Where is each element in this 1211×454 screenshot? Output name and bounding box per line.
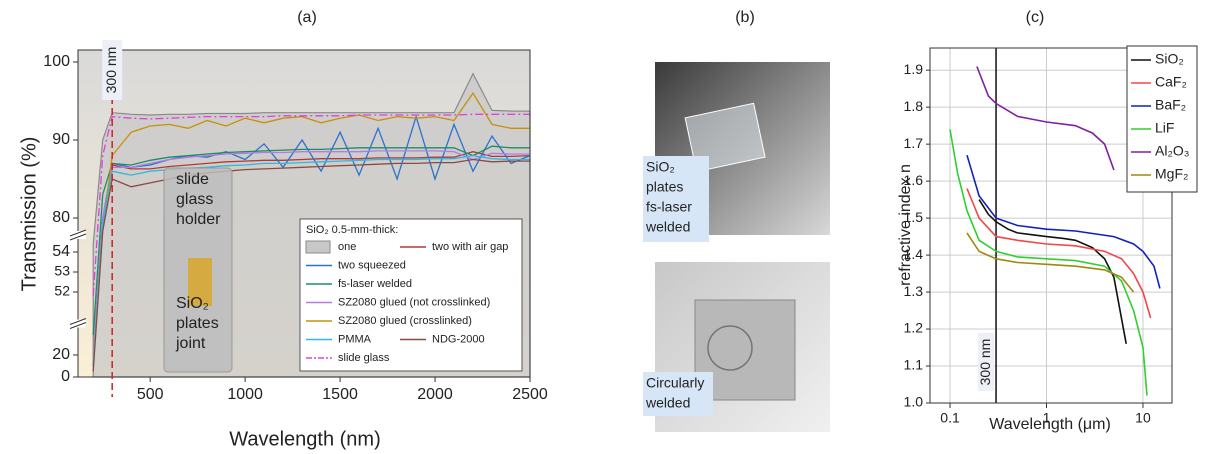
y-tick-label: 1.8 <box>904 98 924 114</box>
panel-title: (c) <box>1026 9 1045 26</box>
legend-label: NDG-2000 <box>432 333 485 345</box>
x-tick-label: 2500 <box>512 386 548 403</box>
line <box>976 66 1115 171</box>
panel-title: (b) <box>735 9 755 26</box>
annotation-text: 300 nm <box>977 339 993 386</box>
legend-label: two with air gap <box>432 241 508 253</box>
y-tick-label: 1.4 <box>904 246 924 262</box>
line <box>978 199 1127 344</box>
inset-label: joint <box>175 335 206 352</box>
line <box>966 188 1152 319</box>
plot-frame <box>77 49 531 378</box>
y-tick-label: 80 <box>52 209 70 226</box>
x-tick-label: 500 <box>137 386 164 403</box>
line <box>92 92 530 361</box>
inset-label: glass <box>176 191 213 208</box>
x-tick-label: 1 <box>1043 410 1051 426</box>
panel-b: (b) SiO₂ plates fs-laser welded Circularly we… <box>643 9 830 432</box>
y-tick-label: 1.9 <box>904 61 924 77</box>
inset-label: holder <box>176 211 221 228</box>
panel-a: (a) Wavelength (nm) Transmission (%) 0 20… <box>18 9 548 450</box>
legend-label: slide glass <box>338 352 390 364</box>
inset-label: plates <box>176 315 219 332</box>
line <box>949 129 1148 396</box>
y-axis-label: Transmission (%) <box>18 137 40 292</box>
photo-caption: Circularly <box>646 375 704 391</box>
y-tick-label: 1.5 <box>904 209 924 225</box>
y-tick-label: 52 <box>54 283 70 299</box>
legend-label: BaF₂ <box>1155 97 1186 113</box>
legend-title: SiO₂ 0.5-mm-thick: <box>306 224 398 236</box>
y-tick-label: 100 <box>43 53 70 70</box>
x-axis-label: Wavelength (nm) <box>229 428 381 450</box>
x-tick-label: 0.1 <box>940 410 960 426</box>
line <box>92 114 531 367</box>
legend-swatch <box>305 240 331 254</box>
legend-box <box>1126 45 1198 193</box>
photo-caption: welded <box>645 395 690 411</box>
axis-break <box>69 229 87 237</box>
legend-label: SZ2080 glued (not crosslinked) <box>338 296 490 308</box>
photo-sample <box>684 102 766 173</box>
axis-break <box>69 318 87 325</box>
legend-label: CaF₂ <box>1155 74 1187 90</box>
photo-caption: SiO₂ <box>646 159 675 175</box>
y-tick-label: 1.2 <box>904 320 924 336</box>
legend-label: two squeezed <box>338 259 406 271</box>
line <box>92 150 530 356</box>
line <box>92 154 530 364</box>
inset-label: slide <box>176 171 209 188</box>
inset-joint <box>188 258 212 306</box>
caption-box <box>643 156 709 242</box>
panel-title: (a) <box>297 9 317 26</box>
legend-label: MgF₂ <box>1155 166 1188 182</box>
annotation-box <box>102 40 123 100</box>
line <box>92 145 530 336</box>
axis-break <box>70 319 86 328</box>
line <box>966 154 1161 289</box>
x-tick-label: 10 <box>1135 410 1151 426</box>
y-tick-label: 20 <box>52 346 70 363</box>
line <box>966 232 1135 293</box>
y-tick-label: 1.0 <box>904 394 924 410</box>
axis-break <box>69 322 87 329</box>
y-tick-label: 53 <box>54 263 70 279</box>
y-tick-label: 54 <box>52 243 70 260</box>
y-tick-label: 90 <box>52 131 70 148</box>
legend-label: one <box>338 241 356 253</box>
y-tick-label: 1.1 <box>904 357 924 373</box>
plot-frame <box>929 47 1173 404</box>
legend-label: SZ2080 glued (crosslinked) <box>338 315 472 327</box>
legend-label: fs-laser welded <box>338 278 412 290</box>
x-tick-label: 1500 <box>322 386 358 403</box>
axis-break <box>69 233 87 241</box>
legend-box <box>299 218 523 372</box>
line <box>92 158 530 372</box>
axis-break <box>70 231 86 239</box>
legend-label: LiF <box>1155 120 1174 136</box>
photo-caption: welded <box>645 219 690 235</box>
inset-label: SiO₂ <box>176 295 209 312</box>
x-axis-label: Wavelength (μm) <box>989 416 1111 433</box>
annotation-text: 300 nm <box>103 47 119 94</box>
photo-weld <box>707 325 753 371</box>
line <box>92 151 531 356</box>
caption-box <box>643 372 713 416</box>
legend-label: SiO₂ <box>1155 51 1184 67</box>
photo-caption: fs-laser <box>646 199 692 215</box>
photo-caption: plates <box>646 179 683 195</box>
legend-label: PMMA <box>338 333 372 345</box>
annotation-box <box>978 333 995 391</box>
x-tick-label: 2000 <box>417 386 453 403</box>
x-tick-label: 1000 <box>227 386 263 403</box>
y-tick-label: 1.3 <box>904 283 924 299</box>
line <box>92 113 530 296</box>
y-tick-label: 0 <box>61 368 70 385</box>
y-tick-label: 1.7 <box>904 135 924 151</box>
y-tick-label: 1.6 <box>904 172 924 188</box>
panel-c: (c) Wavelength (μm) refractive index n 1… <box>897 9 1198 433</box>
legend-label: Al₂O₃ <box>1155 143 1189 159</box>
y-axis-label: refractive index n <box>897 164 914 286</box>
